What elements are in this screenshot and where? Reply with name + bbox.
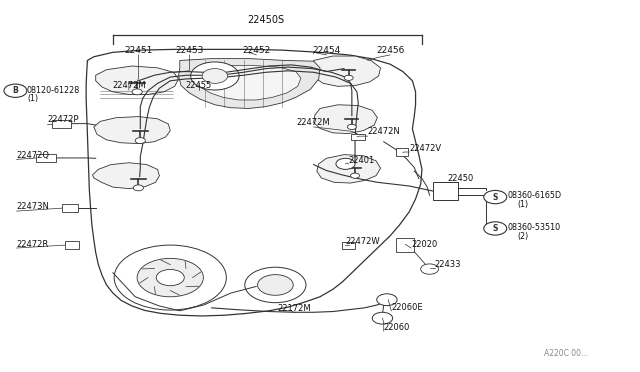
Circle shape [348, 124, 356, 129]
Text: 22472M: 22472M [112, 81, 146, 90]
Text: 22456: 22456 [376, 46, 404, 55]
Text: 22453: 22453 [175, 46, 204, 55]
Text: 22433: 22433 [435, 260, 461, 269]
Text: B: B [13, 86, 19, 95]
Polygon shape [312, 56, 381, 86]
Circle shape [156, 269, 184, 286]
FancyBboxPatch shape [62, 205, 78, 212]
Text: (1): (1) [27, 94, 38, 103]
Circle shape [420, 264, 438, 274]
Text: 22472N: 22472N [368, 127, 401, 136]
FancyBboxPatch shape [433, 182, 458, 200]
Text: 08360-53510: 08360-53510 [508, 223, 561, 232]
FancyBboxPatch shape [65, 241, 79, 249]
Circle shape [202, 68, 228, 83]
Polygon shape [93, 163, 159, 189]
Circle shape [377, 294, 397, 306]
Text: 22472R: 22472R [17, 240, 49, 249]
Polygon shape [317, 155, 381, 183]
Text: 22452: 22452 [242, 46, 271, 55]
Circle shape [135, 138, 145, 144]
Circle shape [344, 75, 353, 80]
Circle shape [114, 245, 227, 310]
Text: 22172M: 22172M [278, 304, 311, 313]
Text: 22472M: 22472M [297, 118, 330, 127]
Text: 22401: 22401 [349, 155, 375, 164]
Text: 22472V: 22472V [409, 144, 442, 153]
FancyBboxPatch shape [36, 154, 56, 162]
Text: 22060E: 22060E [392, 302, 423, 311]
Text: (2): (2) [518, 232, 529, 241]
Polygon shape [96, 66, 179, 94]
Text: S: S [493, 193, 498, 202]
Circle shape [137, 259, 204, 297]
Text: 22060: 22060 [384, 323, 410, 332]
FancyBboxPatch shape [342, 242, 355, 249]
Text: (1): (1) [518, 200, 529, 209]
Circle shape [4, 84, 27, 97]
Polygon shape [314, 105, 378, 134]
Text: 22020: 22020 [411, 240, 437, 249]
Text: 22455: 22455 [186, 81, 212, 90]
Circle shape [484, 222, 507, 235]
Text: A220C 00...: A220C 00... [543, 349, 588, 358]
Polygon shape [86, 49, 422, 316]
Polygon shape [94, 116, 170, 144]
Circle shape [133, 185, 143, 191]
Text: 22472W: 22472W [346, 237, 380, 246]
Text: 22450: 22450 [447, 174, 474, 183]
Circle shape [336, 158, 355, 169]
Circle shape [132, 89, 142, 95]
Text: 08360-6165D: 08360-6165D [508, 191, 562, 200]
Circle shape [484, 190, 507, 204]
Circle shape [245, 267, 306, 303]
Circle shape [191, 62, 239, 90]
Text: 22454: 22454 [312, 46, 340, 55]
Text: S: S [493, 224, 498, 233]
Text: 22451: 22451 [124, 46, 152, 55]
Polygon shape [196, 65, 301, 100]
Polygon shape [179, 59, 320, 109]
Circle shape [372, 312, 393, 324]
Text: 08120-61228: 08120-61228 [27, 86, 80, 95]
Circle shape [351, 173, 360, 178]
Text: 22473N: 22473N [17, 202, 49, 211]
FancyBboxPatch shape [52, 119, 72, 128]
FancyBboxPatch shape [396, 238, 414, 253]
Circle shape [257, 275, 293, 295]
FancyBboxPatch shape [396, 148, 408, 157]
Text: 22472P: 22472P [47, 115, 79, 124]
Text: 22450S: 22450S [247, 15, 284, 25]
Text: 22472Q: 22472Q [17, 151, 50, 160]
FancyBboxPatch shape [351, 134, 365, 140]
